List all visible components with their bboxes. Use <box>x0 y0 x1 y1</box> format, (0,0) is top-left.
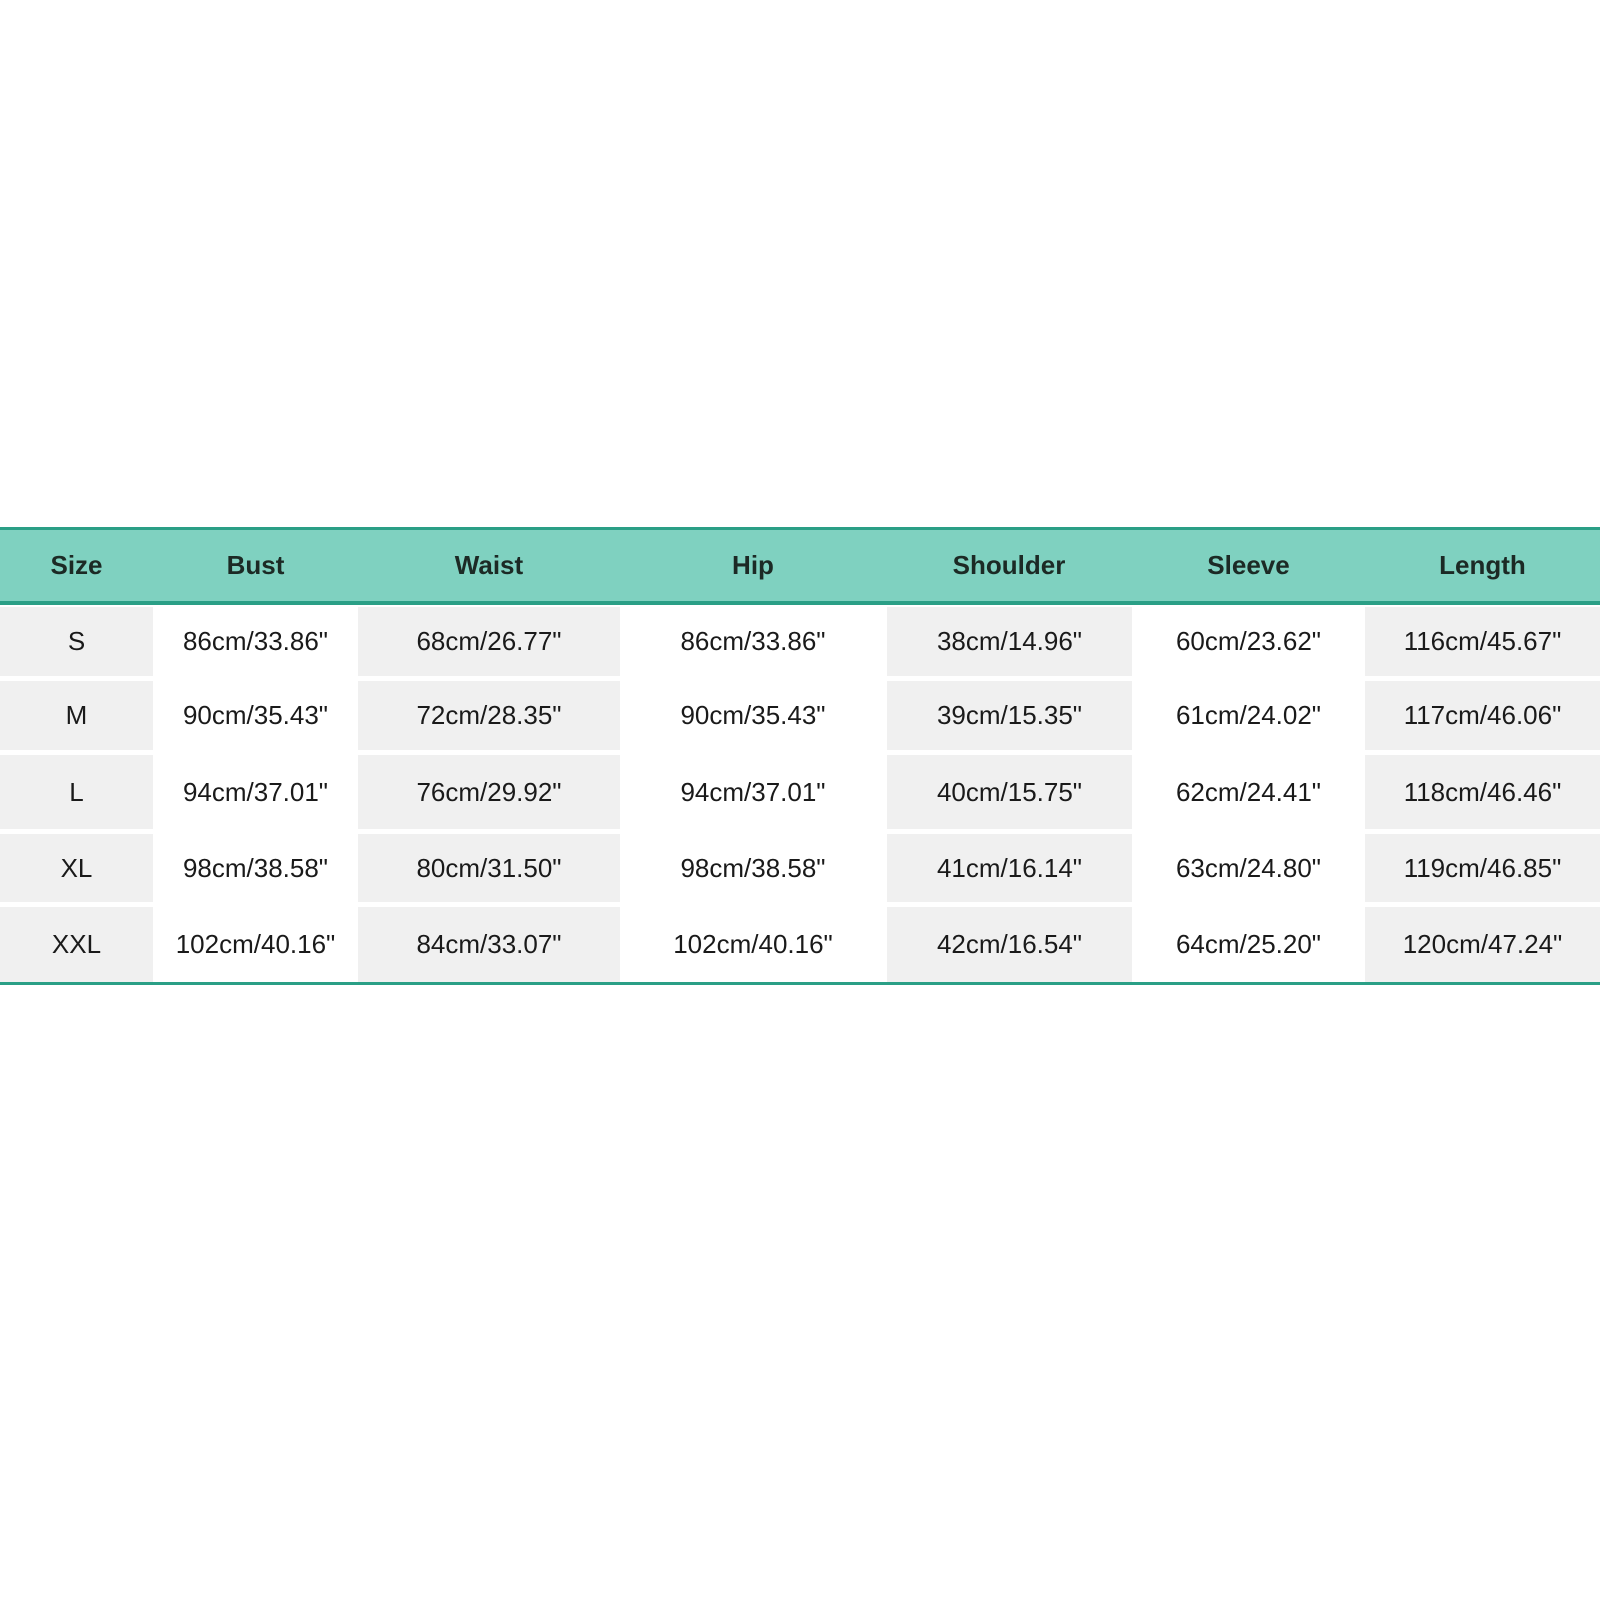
table-row: M 90cm/35.43" 72cm/28.35" 90cm/35.43" 39cm/1… <box>0 681 1600 750</box>
header-shoulder: Shoulder <box>952 550 1066 580</box>
cell-waist: 84cm/33.07" <box>358 907 620 982</box>
cell-hip: 94cm/37.01" <box>620 755 886 829</box>
table-row: S 86cm/33.86" 68cm/26.77" 86cm/33.86" 38cm/1… <box>0 607 1600 676</box>
header-sleeve: Sleeve <box>1207 550 1290 580</box>
cell-size: XL <box>0 834 153 902</box>
cell-bust: 90cm/35.43" <box>153 681 358 750</box>
cell-size: XXL <box>0 907 153 982</box>
cell-size: L <box>0 755 153 829</box>
header-length: Length <box>1439 550 1526 580</box>
cell-hip: 102cm/40.16" <box>620 907 886 982</box>
cell-shoulder: 38cm/14.96" <box>887 607 1132 676</box>
cell-length: 117cm/46.06" <box>1365 681 1600 750</box>
cell-bust: 94cm/37.01" <box>153 755 358 829</box>
cell-hip: 98cm/38.58" <box>620 834 886 902</box>
cell-bust: 102cm/40.16" <box>153 907 358 982</box>
cell-sleeve: 60cm/23.62" <box>1132 607 1365 676</box>
header-waist: Waist <box>454 550 524 580</box>
cell-length: 119cm/46.85" <box>1365 834 1600 902</box>
table-header: Size Bust Waist Hip Shoulder Sleeve Leng… <box>0 527 1600 605</box>
cell-waist: 68cm/26.77" <box>358 607 620 676</box>
table-row: L 94cm/37.01" 76cm/29.92" 94cm/37.01" 40cm/1… <box>0 755 1600 829</box>
cell-hip: 86cm/33.86" <box>620 607 886 676</box>
cell-waist: 80cm/31.50" <box>358 834 620 902</box>
header-hip: Hip <box>732 550 774 580</box>
cell-shoulder: 39cm/15.35" <box>887 681 1132 750</box>
cell-shoulder: 42cm/16.54" <box>887 907 1132 982</box>
cell-sleeve: 62cm/24.41" <box>1132 755 1365 829</box>
cell-size: S <box>0 607 153 676</box>
cell-sleeve: 61cm/24.02" <box>1132 681 1365 750</box>
cell-length: 120cm/47.24" <box>1365 907 1600 982</box>
cell-bust: 98cm/38.58" <box>153 834 358 902</box>
cell-sleeve: 63cm/24.80" <box>1132 834 1365 902</box>
table-row: XXL 102cm/40.16" 84cm/33.07" 102cm/40.16" 42… <box>0 907 1600 982</box>
header-size: Size <box>50 550 103 580</box>
cell-sleeve: 64cm/25.20" <box>1132 907 1365 982</box>
cell-length: 116cm/45.67" <box>1365 607 1600 676</box>
header-bust: Bust <box>226 550 285 580</box>
size-chart-table: Size Bust Waist Hip Shoulder Sleeve Leng… <box>0 527 1600 985</box>
cell-waist: 76cm/29.92" <box>358 755 620 829</box>
cell-bust: 86cm/33.86" <box>153 607 358 676</box>
table-body: S 86cm/33.86" 68cm/26.77" 86cm/33.86" 38cm/1… <box>0 605 1600 985</box>
cell-shoulder: 40cm/15.75" <box>887 755 1132 829</box>
cell-length: 118cm/46.46" <box>1365 755 1600 829</box>
cell-shoulder: 41cm/16.14" <box>887 834 1132 902</box>
cell-size: M <box>0 681 153 750</box>
cell-hip: 90cm/35.43" <box>620 681 886 750</box>
cell-waist: 72cm/28.35" <box>358 681 620 750</box>
table-row: XL 98cm/38.58" 80cm/31.50" 98cm/38.58" 41cm/… <box>0 834 1600 902</box>
